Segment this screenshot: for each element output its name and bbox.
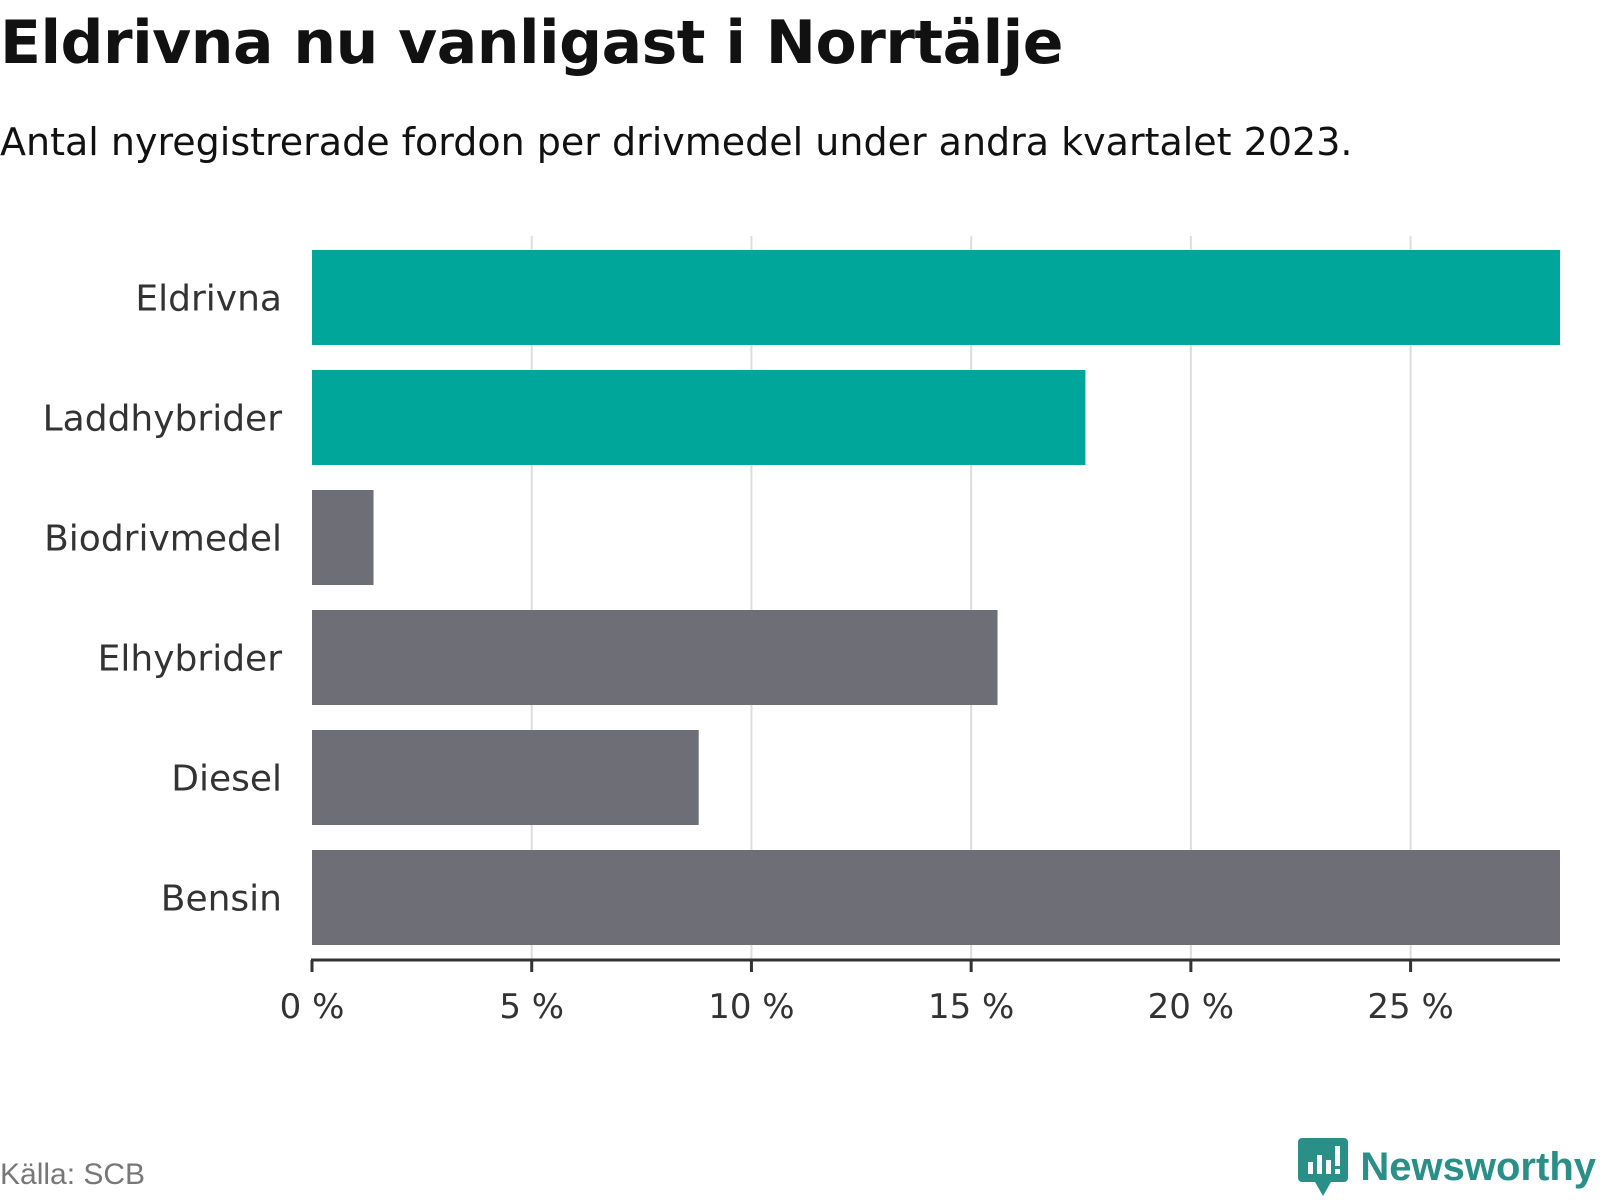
bar-biodrivmedel xyxy=(312,490,374,585)
newsworthy-logo-icon xyxy=(1298,1138,1349,1196)
bar-laddhybrider xyxy=(312,370,1086,465)
category-label-diesel: Diesel xyxy=(171,759,282,800)
category-label-biodrivmedel: Biodrivmedel xyxy=(44,519,282,560)
category-label-elhybrider: Elhybrider xyxy=(98,639,283,680)
x-tick-label-0: 0 % xyxy=(280,987,345,1020)
category-label-laddhybrider: Laddhybrider xyxy=(43,399,283,440)
bar-eldrivna xyxy=(312,250,1560,345)
x-tick-label-2: 10 % xyxy=(708,987,794,1020)
category-label-eldrivna: Eldrivna xyxy=(135,279,282,320)
bar-bensin xyxy=(312,850,1560,945)
bar-chart: Eldrivna Laddhybrider Biodrivmedel Elhybrid… xyxy=(43,236,1560,1020)
brand-logo: Newsworthy xyxy=(1298,1138,1596,1196)
x-tick-label-4: 20 % xyxy=(1148,987,1234,1020)
x-tick-label-3: 15 % xyxy=(928,987,1014,1020)
brand-name: Newsworthy xyxy=(1360,1144,1596,1189)
x-tick-label-5: 25 % xyxy=(1367,987,1453,1020)
bar-elhybrider xyxy=(312,610,998,705)
x-tick-label-1: 5 % xyxy=(499,987,564,1020)
category-label-bensin: Bensin xyxy=(161,879,282,920)
bar-diesel xyxy=(312,730,699,825)
chart-subtitle: Antal nyregistrerade fordon per drivmede… xyxy=(0,120,1353,164)
source-note: Källa: SCB xyxy=(0,1158,146,1191)
chart-title: Eldrivna nu vanligast i Norrtälje xyxy=(0,8,1063,78)
